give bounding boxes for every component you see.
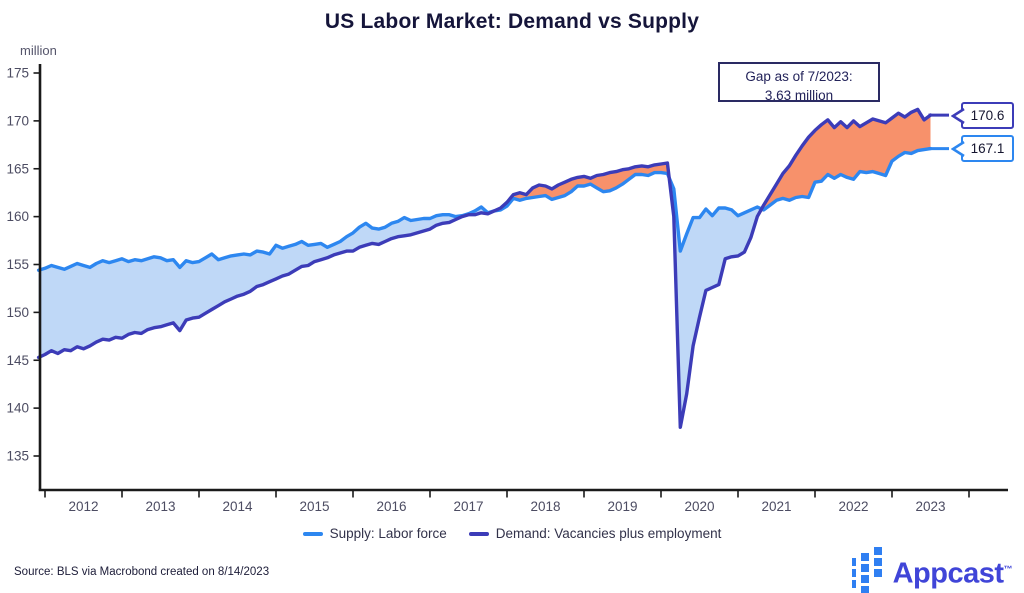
svg-text:135: 135 xyxy=(6,449,29,464)
logo-square xyxy=(851,580,856,588)
axes xyxy=(38,64,1008,492)
logo-square xyxy=(851,569,856,577)
x-axis-ticks: 2012 2013 2014 2015 2016 2017 2018 2019 2020 2021… xyxy=(44,490,970,514)
appcast-logo-text: Appcast™ xyxy=(892,547,1013,593)
gap-annotation: Gap as of 7/2023: 3.63 million xyxy=(718,62,880,103)
appcast-logo: Appcast™ xyxy=(848,547,1012,593)
svg-text:170: 170 xyxy=(6,113,29,128)
appcast-logo-mark-icon xyxy=(848,547,884,593)
logo-square xyxy=(873,558,882,566)
gap-annotation-line2: 3.63 million xyxy=(764,88,834,103)
svg-text:2013: 2013 xyxy=(145,499,175,514)
logo-square xyxy=(860,564,869,572)
svg-text:2023: 2023 xyxy=(915,499,945,514)
supply-line xyxy=(36,146,933,272)
svg-text:2018: 2018 xyxy=(530,499,560,514)
demand-end-callout: 170.6 xyxy=(951,101,1014,129)
svg-text:2021: 2021 xyxy=(761,499,791,514)
trademark-symbol: ™ xyxy=(1003,564,1013,574)
svg-text:150: 150 xyxy=(6,305,29,320)
demand-line xyxy=(36,107,933,429)
svg-text:165: 165 xyxy=(6,161,29,176)
logo-square xyxy=(851,558,856,566)
svg-text:2015: 2015 xyxy=(299,499,329,514)
svg-text:2017: 2017 xyxy=(453,499,483,514)
svg-text:160: 160 xyxy=(6,209,29,224)
demand-end-value: 170.6 xyxy=(970,107,1005,123)
svg-text:2019: 2019 xyxy=(607,499,637,514)
callout-arrow-icon xyxy=(951,107,965,124)
svg-text:175: 175 xyxy=(6,66,29,81)
fill-demand-above-supply xyxy=(38,109,931,428)
svg-text:2020: 2020 xyxy=(684,499,714,514)
logo-square xyxy=(873,547,882,555)
supply-end-callout: 167.1 xyxy=(951,135,1014,163)
logo-square xyxy=(873,569,882,577)
legend: Supply: Labor force Demand: Vacancies pl… xyxy=(0,526,1024,541)
appcast-wordmark: Appcast xyxy=(892,557,1004,590)
logo-square xyxy=(860,575,869,583)
fill-supply-above-demand xyxy=(38,148,931,428)
svg-text:2016: 2016 xyxy=(376,499,406,514)
svg-text:2022: 2022 xyxy=(838,499,868,514)
y-axis-unit-label: million xyxy=(20,43,57,58)
supply-end-value: 167.1 xyxy=(970,141,1005,157)
legend-swatch-demand xyxy=(468,531,489,536)
callout-arrow-icon xyxy=(951,141,965,158)
svg-text:155: 155 xyxy=(6,257,29,272)
legend-label-demand: Demand: Vacancies plus employment xyxy=(495,526,722,541)
gap-annotation-line1: Gap as of 7/2023: xyxy=(745,69,853,84)
chart-title: US Labor Market: Demand vs Supply xyxy=(324,10,700,33)
legend-label-supply: Supply: Labor force xyxy=(329,526,447,541)
logo-square xyxy=(860,586,869,593)
logo-square xyxy=(860,553,869,561)
svg-text:2014: 2014 xyxy=(222,499,253,514)
svg-text:140: 140 xyxy=(6,401,29,416)
y-axis-ticks: 135 140 145 150 155 160 165 170 175 xyxy=(6,66,40,464)
svg-text:2012: 2012 xyxy=(68,499,98,514)
source-note: Source: BLS via Macrobond created on 8/1… xyxy=(14,566,270,578)
legend-swatch-supply xyxy=(302,531,323,536)
svg-text:145: 145 xyxy=(6,353,29,368)
